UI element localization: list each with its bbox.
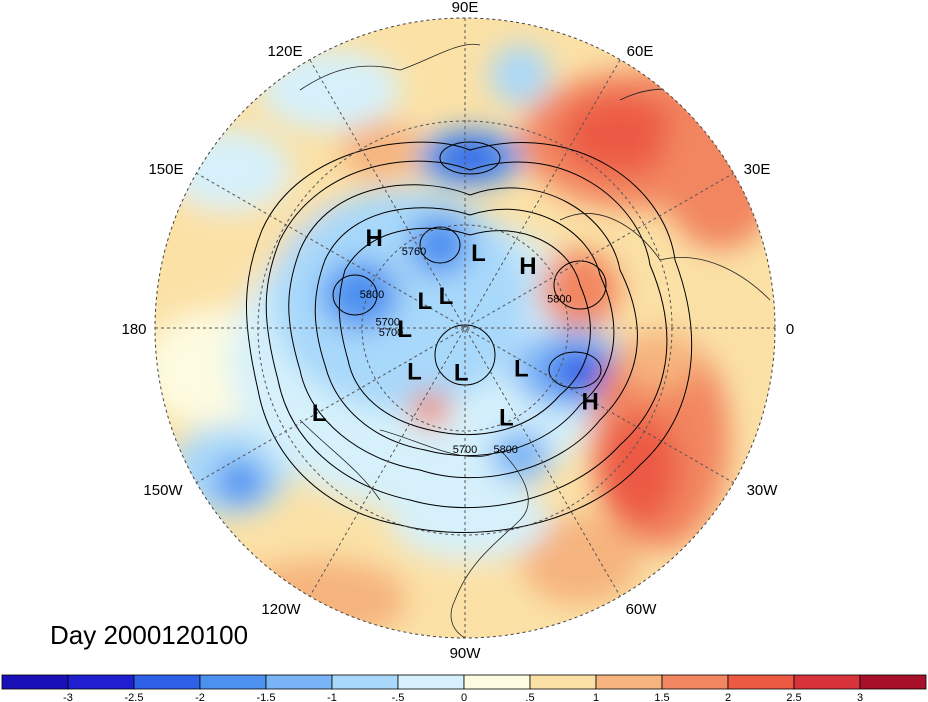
- label-0: 0: [786, 321, 794, 338]
- anomaly-shading: [155, 18, 775, 638]
- contour-label: 5760: [402, 246, 426, 258]
- pressure-center-high: H: [519, 253, 536, 280]
- contour-label: 5800: [547, 294, 571, 306]
- label-120e: 120E: [267, 43, 302, 60]
- label-120w: 120W: [261, 601, 301, 618]
- pressure-center-low: L: [514, 355, 529, 382]
- contour-label: 5700: [453, 444, 477, 456]
- pressure-center-low: L: [407, 358, 422, 385]
- map-boundary: [154, 17, 776, 639]
- height-contours: [245, 141, 693, 533]
- pressure-center-high: H: [366, 225, 383, 252]
- longitude-labels: 90E 60E 30E 0 30W 60W 90W 120W 150W 180 …: [121, 0, 794, 662]
- pressure-center-low: L: [312, 400, 327, 427]
- pressure-center-low: L: [439, 283, 454, 310]
- label-30e: 30E: [744, 161, 771, 178]
- label-150e: 150E: [148, 161, 183, 178]
- label-30w: 30W: [747, 482, 779, 499]
- pressure-center-high: H: [582, 388, 599, 415]
- label-90e: 90E: [452, 0, 479, 16]
- day-title: Day 2000120100: [50, 620, 249, 650]
- label-60e: 60E: [627, 43, 654, 60]
- pressure-center-low: L: [397, 316, 412, 343]
- label-90w: 90W: [450, 645, 482, 662]
- contour-label: 5800: [360, 289, 384, 301]
- pressure-center-low: L: [417, 288, 432, 315]
- label-180: 180: [121, 321, 146, 338]
- pressure-center-low: L: [454, 359, 469, 386]
- pressure-center-low: L: [499, 405, 514, 432]
- label-60w: 60W: [626, 601, 658, 618]
- pressure-center-low: L: [471, 240, 486, 267]
- contour-label: 5800: [493, 444, 517, 456]
- contour-label: 5700: [379, 327, 403, 339]
- graticule: [155, 18, 775, 638]
- label-150w: 150W: [143, 482, 183, 499]
- contour-label: 5700: [376, 316, 400, 328]
